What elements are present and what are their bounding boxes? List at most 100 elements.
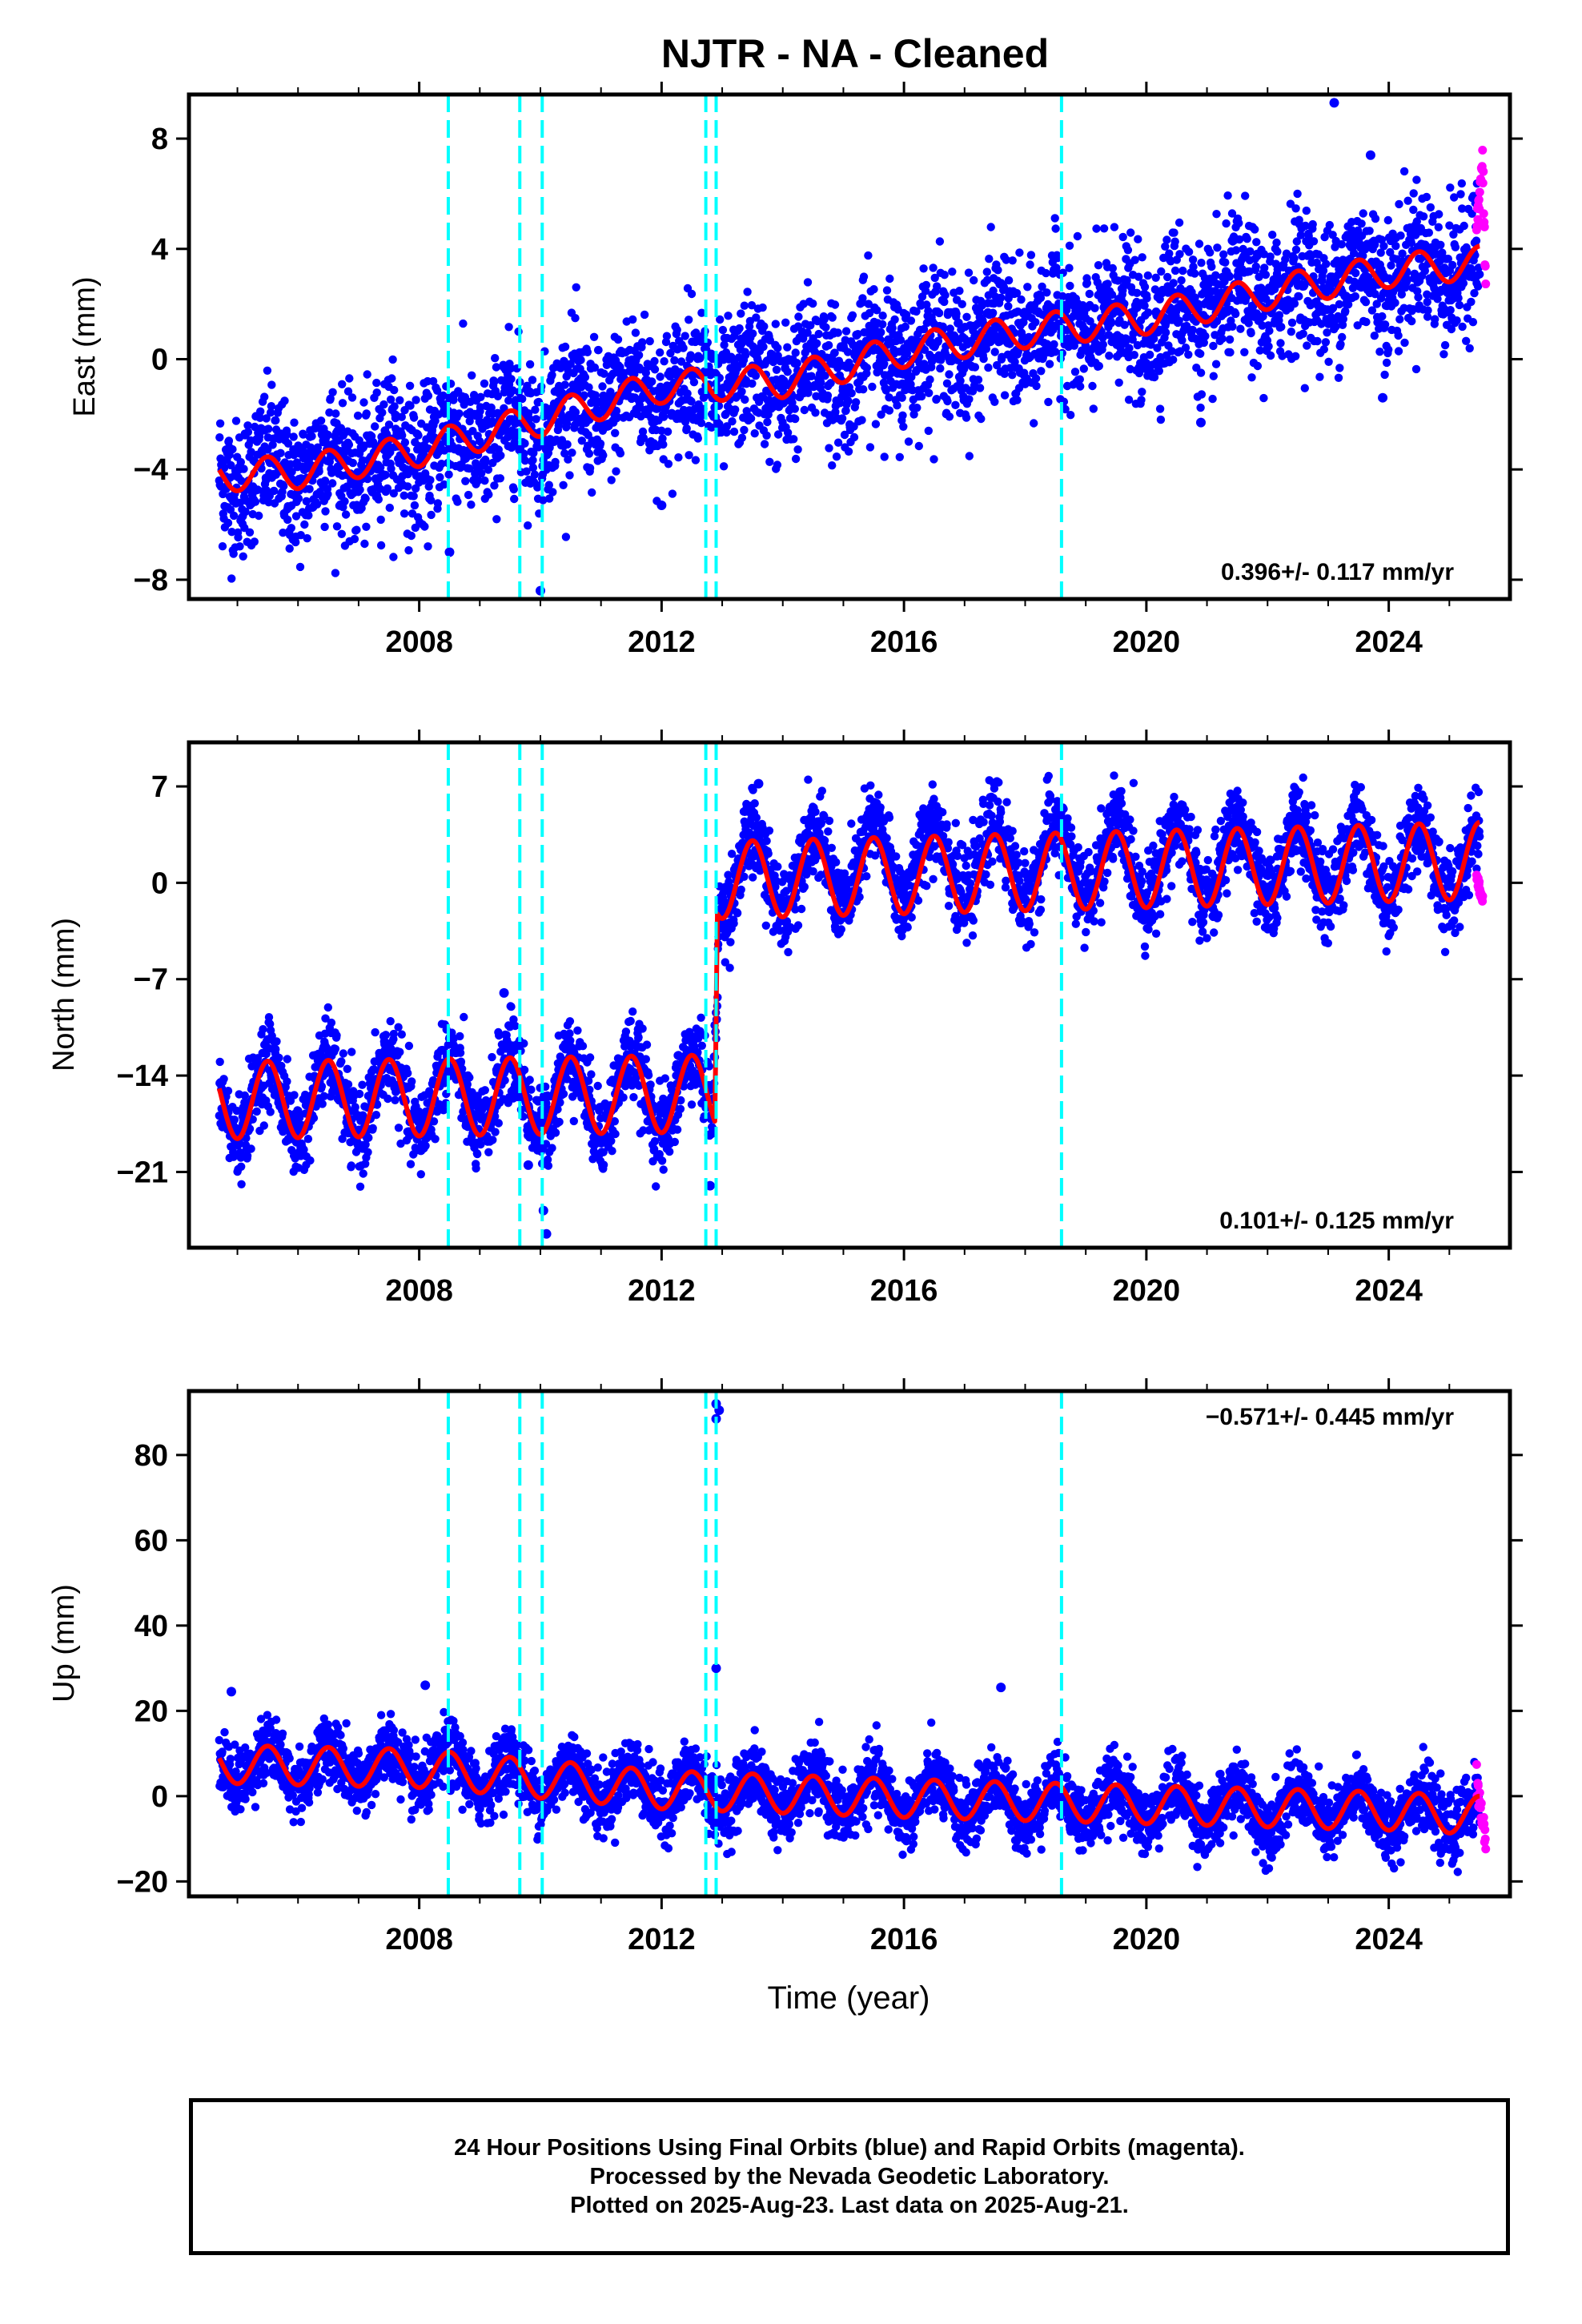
final-orbit-point bbox=[1291, 204, 1300, 213]
final-orbit-point bbox=[847, 388, 856, 398]
final-orbit-point bbox=[686, 351, 695, 360]
final-orbit-point bbox=[645, 336, 654, 346]
final-orbit-point bbox=[473, 1149, 482, 1159]
final-orbit-point bbox=[1042, 340, 1052, 348]
final-orbit-point bbox=[926, 375, 934, 384]
final-orbit-point bbox=[1371, 290, 1379, 299]
final-orbit-point bbox=[697, 308, 706, 317]
final-orbit-point bbox=[267, 402, 276, 411]
final-orbit-point bbox=[1295, 292, 1303, 301]
final-orbit-point bbox=[880, 452, 889, 461]
final-orbit-point bbox=[1163, 272, 1172, 282]
final-orbit-point bbox=[859, 385, 868, 394]
final-orbit-point bbox=[781, 318, 790, 327]
final-orbit-point bbox=[1125, 344, 1134, 352]
final-orbit-point bbox=[982, 344, 991, 353]
final-orbit-point bbox=[1476, 270, 1484, 279]
final-orbit-point bbox=[461, 476, 470, 485]
final-orbit-point bbox=[300, 520, 309, 529]
final-orbit-point bbox=[919, 264, 928, 273]
final-orbit-point bbox=[590, 363, 600, 372]
final-orbit-point bbox=[1065, 263, 1074, 272]
final-orbit-point bbox=[1472, 236, 1481, 245]
final-orbit-point bbox=[878, 312, 887, 320]
final-orbit-point bbox=[332, 1031, 341, 1040]
final-orbit-point bbox=[1287, 328, 1296, 336]
final-orbit-point bbox=[1199, 338, 1209, 348]
final-orbit-point bbox=[962, 312, 971, 321]
final-orbit-point bbox=[853, 330, 862, 339]
final-orbit-point bbox=[1023, 283, 1032, 292]
final-orbit-point bbox=[1156, 415, 1166, 424]
final-orbit-point bbox=[1253, 251, 1262, 260]
final-orbit-point bbox=[492, 363, 501, 372]
final-orbit-point bbox=[504, 396, 513, 405]
final-orbit-point bbox=[280, 396, 289, 405]
final-orbit-point bbox=[1243, 235, 1251, 243]
final-orbit-point bbox=[823, 391, 833, 400]
final-orbit-point bbox=[1323, 328, 1331, 337]
final-orbit-point bbox=[662, 332, 672, 340]
final-orbit-point bbox=[885, 393, 893, 402]
final-orbit-point bbox=[1138, 388, 1146, 396]
final-orbit-point bbox=[394, 1023, 403, 1031]
final-orbit-point bbox=[993, 360, 1002, 370]
final-orbit-point bbox=[771, 320, 780, 328]
final-orbit-point bbox=[909, 410, 918, 419]
final-orbit-point bbox=[975, 384, 985, 392]
final-orbit-point bbox=[215, 419, 225, 428]
final-orbit-point bbox=[1450, 193, 1459, 202]
final-orbit-point bbox=[383, 1094, 392, 1104]
final-orbit-point bbox=[266, 1108, 275, 1116]
final-orbit-point bbox=[1008, 256, 1017, 265]
final-orbit-point bbox=[480, 1086, 489, 1095]
final-orbit-point bbox=[363, 370, 371, 379]
final-orbit-point bbox=[237, 1162, 246, 1172]
final-orbit-point bbox=[1266, 351, 1275, 360]
final-orbit-point bbox=[409, 492, 418, 501]
final-orbit-point bbox=[383, 484, 392, 493]
final-orbit-point bbox=[271, 416, 280, 425]
final-orbit-point bbox=[611, 428, 620, 437]
final-orbit-point bbox=[266, 1019, 275, 1028]
rapid-orbit-point bbox=[1472, 221, 1482, 231]
final-orbit-point bbox=[837, 414, 847, 423]
final-orbit-point bbox=[1211, 360, 1221, 368]
final-orbit-point bbox=[439, 1106, 448, 1115]
final-orbit-point bbox=[1259, 393, 1268, 403]
final-orbit-point bbox=[743, 287, 752, 296]
final-orbit-point bbox=[954, 318, 963, 328]
final-orbit-point bbox=[930, 273, 939, 283]
final-orbit-point bbox=[1197, 259, 1206, 267]
final-orbit-point bbox=[934, 308, 944, 318]
final-orbit-point bbox=[1188, 325, 1197, 335]
final-orbit-point bbox=[299, 430, 307, 439]
final-orbit-point bbox=[389, 489, 398, 498]
final-orbit-point bbox=[467, 501, 476, 509]
final-orbit-point bbox=[1470, 288, 1479, 298]
final-orbit-point bbox=[390, 385, 399, 395]
final-orbit-point bbox=[507, 375, 516, 384]
final-orbit-point bbox=[1037, 367, 1046, 376]
final-orbit-point bbox=[1380, 370, 1389, 380]
final-orbit-point bbox=[809, 299, 817, 308]
final-orbit-point bbox=[997, 293, 1006, 302]
final-orbit-point bbox=[561, 533, 571, 541]
final-orbit-point bbox=[1436, 240, 1445, 249]
final-orbit-point bbox=[363, 474, 372, 484]
final-orbit-point bbox=[898, 411, 907, 420]
final-orbit-point bbox=[437, 460, 446, 468]
final-orbit-point bbox=[857, 416, 866, 424]
final-orbit-point bbox=[509, 485, 518, 494]
final-orbit-point bbox=[1277, 323, 1286, 332]
plot-area bbox=[215, 771, 1488, 1239]
final-orbit-point bbox=[1407, 239, 1416, 247]
final-orbit-point bbox=[368, 1124, 377, 1133]
final-orbit-point bbox=[670, 356, 679, 365]
final-orbit-point bbox=[664, 460, 673, 468]
final-orbit-point bbox=[1259, 312, 1267, 321]
final-orbit-point bbox=[556, 1098, 564, 1108]
final-orbit-point bbox=[1396, 231, 1405, 240]
final-orbit-point bbox=[1161, 328, 1170, 337]
